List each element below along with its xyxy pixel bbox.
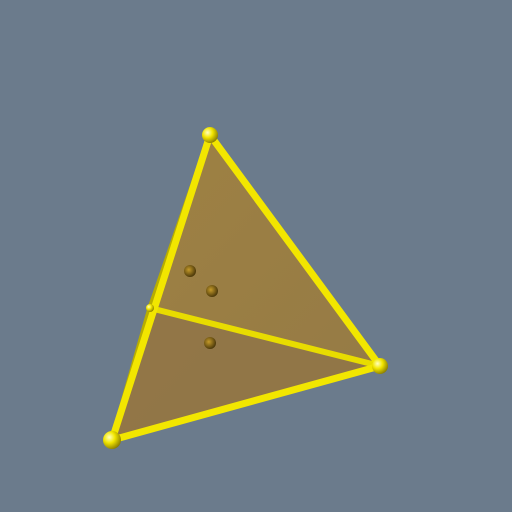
lower-face	[112, 308, 380, 440]
vertex-top[interactable]	[202, 127, 218, 143]
edge-top-right	[206, 131, 384, 370]
interior-point	[204, 337, 216, 349]
interior-points	[184, 265, 218, 349]
edge-mid-right	[147, 305, 383, 369]
interior-point	[184, 265, 196, 277]
edge-bottom-right	[108, 362, 384, 444]
interior-point	[206, 285, 218, 297]
vertex-bottom[interactable]	[103, 431, 121, 449]
edge-top-bottom	[108, 131, 214, 444]
vertex-right[interactable]	[372, 358, 388, 374]
vertex-middle[interactable]	[146, 304, 154, 312]
